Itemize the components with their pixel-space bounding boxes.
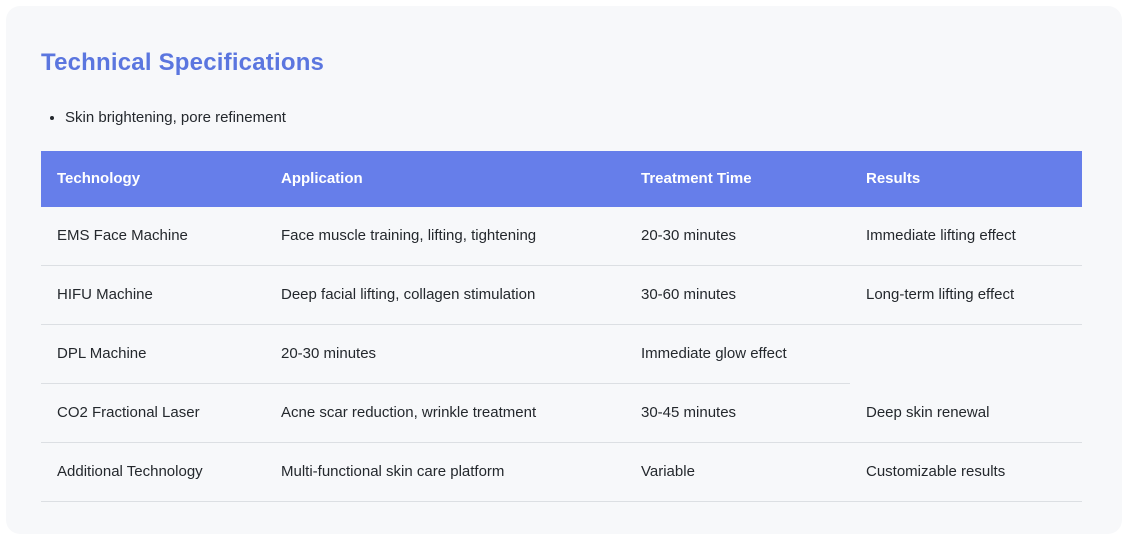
table-cell: Face muscle training, lifting, tightenin…	[265, 207, 625, 266]
specifications-table: Technology Application Treatment Time Resul…	[41, 151, 1082, 502]
table-cell: Long-term lifting effect	[850, 265, 1082, 325]
bullet-item: Skin brightening, pore refinement	[65, 107, 1082, 128]
table-cell: 20-30 minutes	[265, 324, 625, 384]
table-cell: Variable	[625, 442, 850, 502]
table-cell: Immediate lifting effect	[850, 207, 1082, 266]
table-cell: Acne scar reduction, wrinkle treatment	[265, 383, 625, 443]
table-cell: Deep facial lifting, collagen stimulatio…	[265, 265, 625, 325]
table-row: EMS Face Machine Face muscle training, li…	[41, 207, 1082, 266]
table-cell: HIFU Machine	[41, 265, 265, 325]
feature-bullet-list: Skin brightening, pore refinement	[41, 107, 1082, 128]
column-header: Technology	[41, 151, 265, 207]
content-card: Technical Specifications Skin brightenin…	[6, 6, 1122, 534]
table-cell: Additional Technology	[41, 442, 265, 502]
table-cell: CO2 Fractional Laser	[41, 383, 265, 443]
table-cell: 30-60 minutes	[625, 265, 850, 325]
table-body: EMS Face Machine Face muscle training, li…	[41, 207, 1082, 502]
table-cell: 20-30 minutes	[625, 207, 850, 266]
column-header: Results	[850, 151, 1082, 207]
table-row: HIFU Machine Deep facial lifting, collage…	[41, 265, 1082, 325]
table-cell: EMS Face Machine	[41, 207, 265, 266]
table-row: DPL Machine 20-30 minutes Immediate glow e…	[41, 324, 1082, 384]
table-header-row: Technology Application Treatment Time Resul…	[41, 151, 1082, 207]
column-header: Treatment Time	[625, 151, 850, 207]
table-cell: Deep skin renewal	[850, 383, 1082, 443]
table-cell: Immediate glow effect	[625, 324, 850, 384]
table-cell: Customizable results	[850, 442, 1082, 502]
table-row: CO2 Fractional Laser Acne scar reduction,…	[41, 383, 1082, 443]
table-cell: 30-45 minutes	[625, 383, 850, 443]
table-cell: DPL Machine	[41, 324, 265, 384]
column-header: Application	[265, 151, 625, 207]
page-title: Technical Specifications	[41, 49, 325, 76]
table-row: Additional Technology Multi-functional sk…	[41, 442, 1082, 502]
table-cell: Multi-functional skin care platform	[265, 442, 625, 502]
